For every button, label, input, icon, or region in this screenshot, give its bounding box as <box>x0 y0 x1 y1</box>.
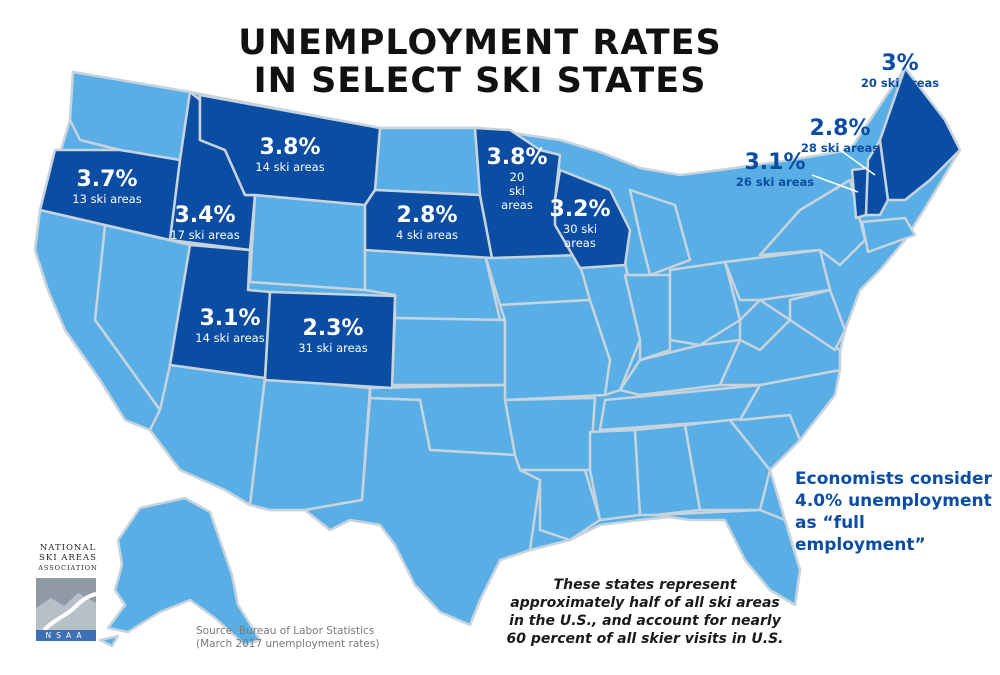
iowa <box>483 253 592 307</box>
arizona <box>148 363 267 507</box>
wyoming <box>248 193 367 292</box>
label-south-dakota: 2.8% 4 ski areas <box>382 203 472 243</box>
south-dakota <box>363 188 494 260</box>
rate-wisconsin: 3.2% <box>549 197 611 222</box>
leader-new-hampshire <box>839 149 876 176</box>
areas-wisconsin-1: 30 ski <box>562 222 598 236</box>
logo-line1: NATIONAL <box>39 543 97 553</box>
logo-line2: SKI AREAS <box>39 553 97 563</box>
title-line2: IN SELECT SKI STATES <box>253 61 707 101</box>
north-dakota <box>373 126 482 197</box>
note-line2: approximately half of all ski areas <box>510 595 780 611</box>
source-line1: Source: Bureau of Labor Statistics <box>196 625 375 637</box>
mississippi <box>588 428 642 522</box>
alaska-islands <box>98 634 120 648</box>
kansas <box>390 316 507 387</box>
label-utah: 3.1% 14 ski areas <box>185 306 275 346</box>
logo-line3: ASSOCIATION <box>38 564 98 572</box>
economists-line1: Economists consider <box>795 469 992 489</box>
louisiana <box>518 468 602 542</box>
label-vermont: 3.1% 26 ski areas <box>730 150 820 190</box>
areas-new-hampshire: 28 ski areas <box>800 141 880 155</box>
title-line1: UNEMPLOYMENT RATES <box>238 23 722 63</box>
label-minnesota: 3.8% 20 ski areas <box>482 145 552 213</box>
alaska <box>106 496 262 647</box>
label-colorado: 2.3% 31 ski areas <box>288 316 378 356</box>
source-note: Source: Bureau of Labor Statistics (Marc… <box>196 625 379 651</box>
areas-minnesota-1: 20 <box>509 170 525 184</box>
nsaa-logo-icon <box>36 578 97 632</box>
texas <box>303 396 542 627</box>
new-mexico <box>248 376 372 512</box>
label-montana: 3.8% 14 ski areas <box>245 135 335 175</box>
rate-oregon: 3.7% <box>76 167 138 192</box>
rate-colorado: 2.3% <box>302 316 364 341</box>
rate-vermont: 3.1% <box>744 150 806 175</box>
nsaa-logo-text: NATIONAL SKI AREAS ASSOCIATION <box>32 543 104 573</box>
label-idaho: 3.4% 17 ski areas <box>165 203 245 243</box>
areas-vermont: 26 ski areas <box>735 175 815 189</box>
arkansas <box>503 396 597 472</box>
note-line1: These states represent <box>553 577 737 593</box>
rate-montana: 3.8% <box>259 135 321 160</box>
areas-oregon: 13 ski areas <box>72 192 142 206</box>
southern-new-england <box>860 216 917 254</box>
rate-south-dakota: 2.8% <box>396 203 458 228</box>
economists-note: Economists consider 4.0% unemployment as… <box>795 468 995 556</box>
california <box>33 208 162 432</box>
note-line4: 60 percent of all skier visits in U.S. <box>506 631 784 647</box>
label-maine: 3% 20 ski areas <box>855 51 945 91</box>
west-virginia <box>738 298 792 352</box>
areas-maine: 20 ski areas <box>860 76 940 90</box>
rate-minnesota: 3.8% <box>486 145 548 170</box>
wisconsin <box>553 168 632 270</box>
areas-idaho: 17 ski areas <box>170 228 240 242</box>
georgia <box>683 418 772 512</box>
label-wisconsin: 3.2% 30 ski areas <box>545 197 615 251</box>
rate-utah: 3.1% <box>199 306 261 331</box>
source-line2: (March 2017 unemployment rates) <box>196 638 380 650</box>
michigan <box>628 188 692 277</box>
label-oregon: 3.7% 13 ski areas <box>62 167 152 207</box>
rate-idaho: 3.4% <box>174 203 236 228</box>
areas-wisconsin-2: areas <box>564 236 596 250</box>
colorado <box>263 290 397 390</box>
nsaa-logo-abbr: NSAA <box>36 630 96 641</box>
montana <box>198 93 382 207</box>
areas-montana: 14 ski areas <box>255 160 325 174</box>
leader-vermont <box>811 174 859 193</box>
areas-colorado: 31 ski areas <box>298 341 368 355</box>
florida <box>653 508 802 607</box>
rate-maine: 3% <box>881 51 919 76</box>
label-new-hampshire: 2.8% 28 ski areas <box>795 116 885 156</box>
areas-utah: 14 ski areas <box>195 331 265 345</box>
note-line3: in the U.S., and account for nearly <box>509 613 781 629</box>
economists-line2: 4.0% unemployment <box>795 491 992 511</box>
new-jersey-maryland <box>788 288 847 352</box>
areas-minnesota-2: ski <box>509 184 525 198</box>
missouri <box>498 298 612 402</box>
rate-new-hampshire: 2.8% <box>809 116 871 141</box>
maine <box>878 66 962 202</box>
alabama <box>633 423 702 517</box>
areas-south-dakota: 4 ski areas <box>395 228 459 242</box>
ski-areas-note: These states represent approximately hal… <box>480 576 810 648</box>
areas-minnesota-3: areas <box>501 198 533 212</box>
ohio <box>668 260 742 347</box>
economists-line3: as “full employment” <box>795 513 926 555</box>
